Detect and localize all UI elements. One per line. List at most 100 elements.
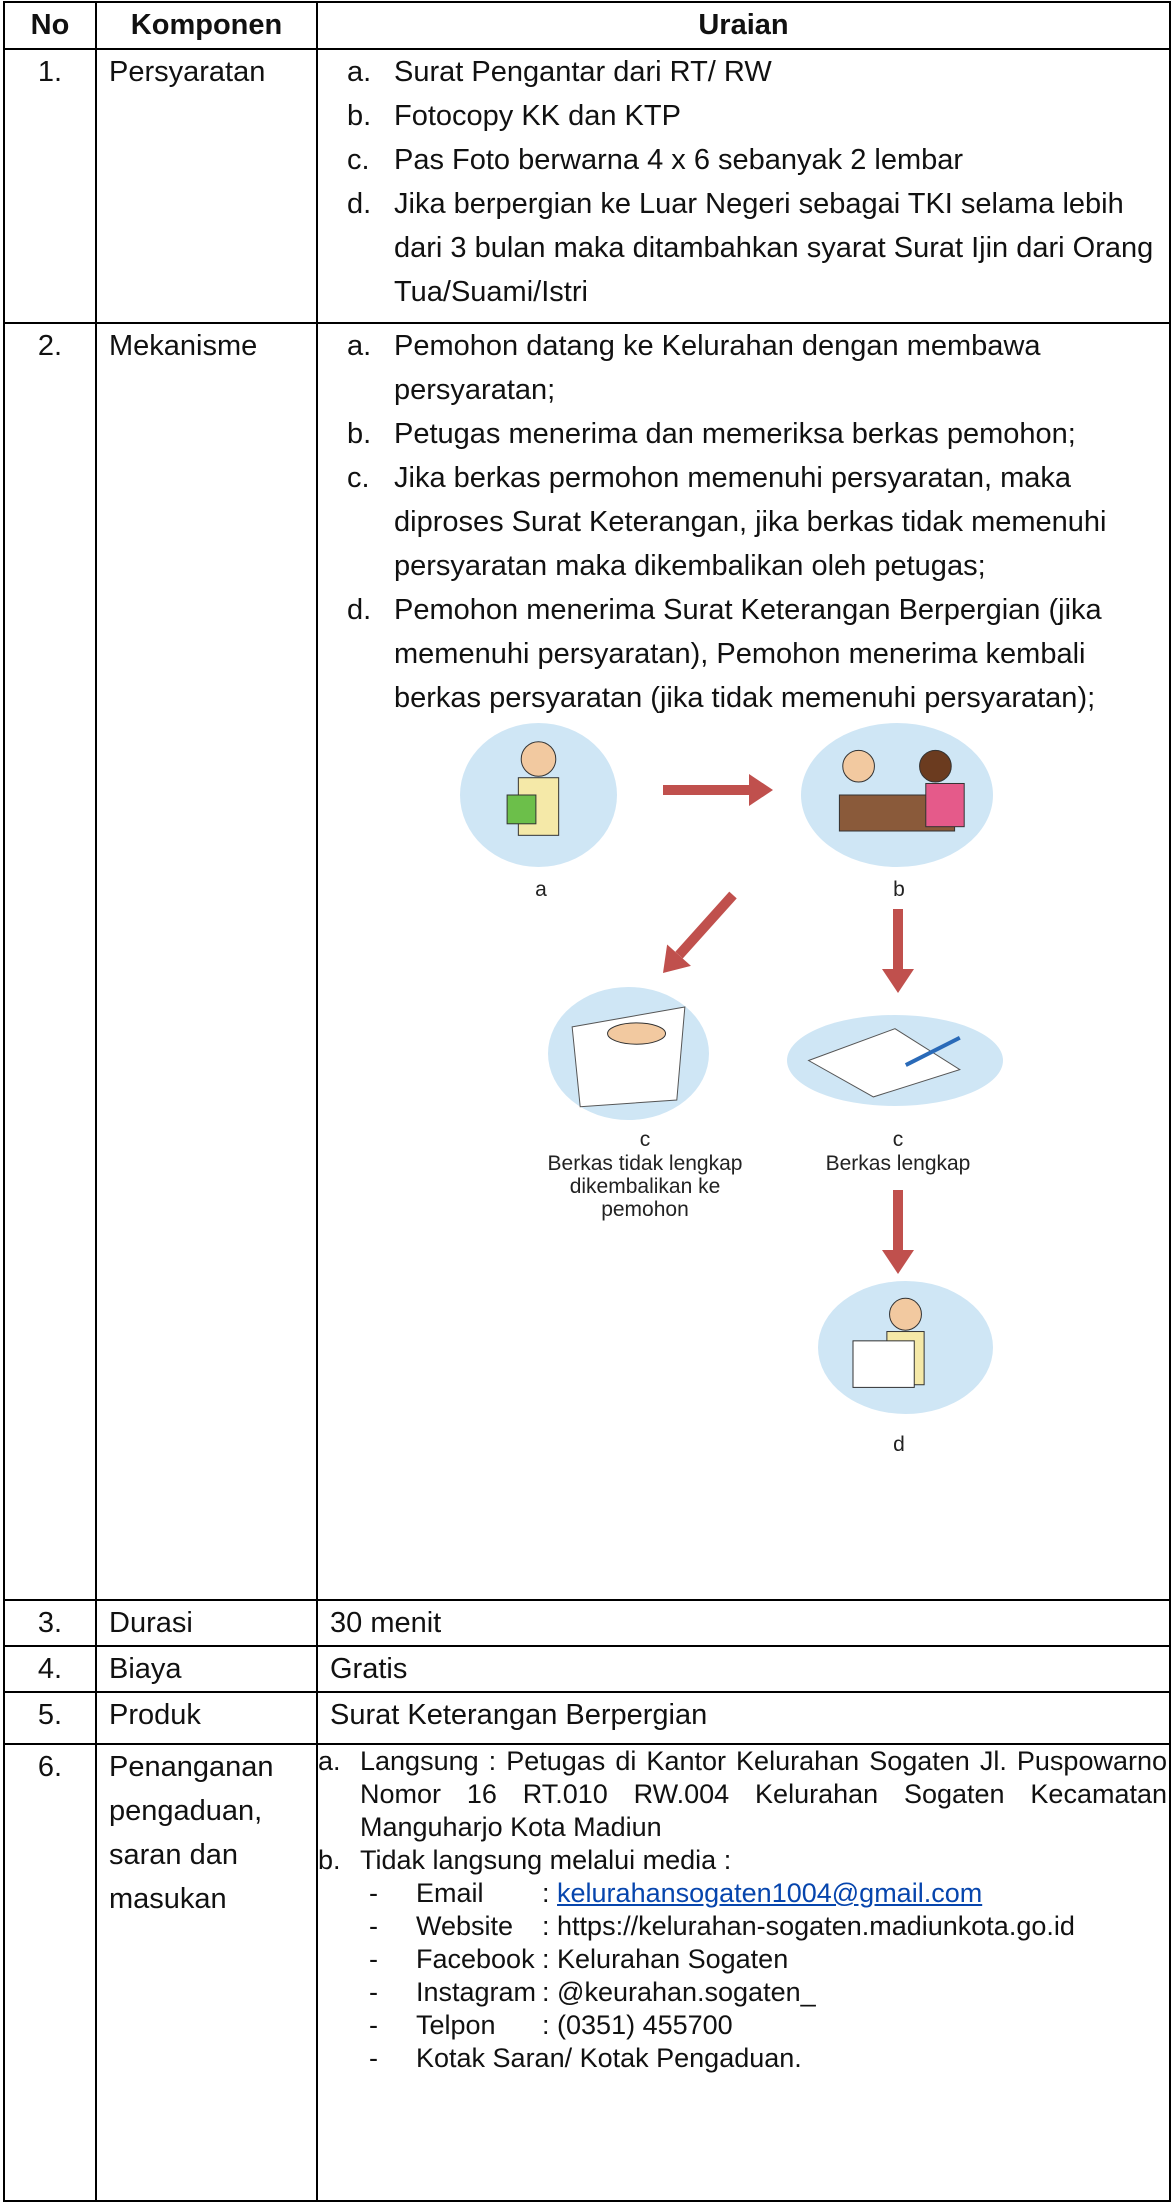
sub-colon: : — [542, 1977, 550, 2007]
component-line: Biaya — [109, 1653, 182, 1685]
sub-marker: - — [369, 2010, 378, 2040]
list-item: c. Jika berkas permohon memenuhi persyara… — [318, 456, 1163, 588]
head — [842, 749, 875, 783]
sub-label: Website — [416, 1911, 514, 1941]
illustration-hand — [548, 987, 709, 1120]
sub-value: (0351) 455700 — [557, 2010, 733, 2040]
illustration-person — [460, 723, 617, 867]
item-text: Pas Foto berwarna 4 x 6 sebanyak 2 lemba… — [394, 144, 964, 176]
arrow-head — [882, 1250, 914, 1274]
item-text: Langsung : Petugas di Kantor Kelurahan S… — [360, 1746, 1167, 1842]
sub-value: https://kelurahan-sogaten.madiunkota.go.… — [557, 1911, 1075, 1941]
component-cell: Produk — [95, 1691, 318, 1745]
description-text: Gratis — [330, 1653, 408, 1685]
header-cell: Uraian — [316, 1, 1171, 50]
list-item: b. Fotocopy KK dan KTP — [347, 94, 1163, 138]
item-text: Fotocopy KK dan KTP — [394, 100, 681, 132]
item-text: Pemohon menerima Surat Keterangan Berper… — [394, 594, 1102, 714]
item-marker: b. — [347, 100, 372, 132]
sub-marker: - — [369, 1911, 378, 1941]
hand — [607, 1022, 667, 1045]
row-number: 4. — [3, 1645, 97, 1693]
sub-item: - Email: kelurahansogaten1004@gmail.com — [369, 1877, 1167, 1910]
pen — [904, 1035, 961, 1067]
flow-diagram: a b c Berkas tidak lengkap dikembalikan ke pe… — [318, 720, 1163, 1480]
sub-item: - Instagram: @keurahan.sogaten_ — [369, 1976, 1167, 2009]
header-row: No Komponen Uraian — [3, 1, 1171, 50]
sub-label: Facebook — [416, 1944, 535, 1974]
diagram-label: Berkas tidak lengkap — [547, 1152, 743, 1175]
diagram-label: d — [893, 1433, 905, 1456]
list-item: d. Jika berpergian ke Luar Negeri sebagai… — [347, 182, 1163, 314]
paper — [852, 1340, 915, 1388]
item-text: Jika berkas permohon memenuhi persyarata… — [394, 462, 1107, 582]
description-cell: Gratis — [316, 1645, 1171, 1693]
sub-item: - Website: https://kelurahan-sogaten.madi… — [369, 1910, 1167, 1943]
description-cell: Surat Keterangan Berpergian — [316, 1691, 1171, 1745]
list-item: d. Pemohon menerima Surat Keterangan Berp… — [318, 588, 1163, 720]
description-cell: a. Langsung : Petugas di Kantor Kelurahan… — [316, 1743, 1171, 2202]
paper — [807, 1028, 961, 1098]
sub-label: Email — [416, 1878, 484, 1908]
row: 6. Penanganan pengaduan, saran dan masukan a.… — [3, 1743, 1171, 2202]
component-line: pengaduan, — [109, 1795, 263, 1827]
sub-colon: : — [542, 1911, 550, 1941]
item-marker: c. — [347, 462, 370, 494]
illustration-desk — [801, 723, 993, 867]
item-text: Surat Pengantar dari RT/ RW — [394, 56, 772, 88]
sub-value: @keurahan.sogaten_ — [557, 1977, 816, 2007]
diagram-graphic — [460, 723, 1003, 1414]
item-marker: a. — [347, 330, 372, 362]
sub-body: Website: https://kelurahan-sogaten.madiu… — [416, 1910, 1075, 1943]
row: 1. Persyaratan a. Surat Pengantar dari RT/ … — [3, 48, 1171, 324]
item-marker: b. — [347, 418, 372, 450]
sub-body: Email: kelurahansogaten1004@gmail.com — [416, 1877, 982, 1910]
arrow-head — [882, 969, 914, 993]
row-number: 6. — [3, 1743, 97, 2202]
folder — [506, 794, 537, 825]
component-line: Persyaratan — [109, 56, 266, 88]
diagram-label: pemohon — [601, 1198, 689, 1221]
header-cell: No — [3, 1, 97, 50]
sub-item: - Facebook: Kelurahan Sogaten — [369, 1943, 1167, 1976]
sub-marker: - — [369, 2043, 378, 2073]
row-number: 2. — [3, 322, 97, 1601]
component-cell: Penanganan pengaduan, saran dan masukan — [95, 1743, 318, 2202]
sub-label: Kotak Saran/ Kotak Pengaduan. — [416, 2043, 802, 2073]
diagram-label: Berkas lengkap — [825, 1152, 971, 1175]
email-link[interactable]: kelurahansogaten1004@gmail.com — [557, 1878, 983, 1908]
illustration-reader — [818, 1281, 993, 1414]
list-item: a. Langsung : Petugas di Kantor Kelurahan… — [318, 1745, 1167, 1844]
item-marker: c. — [347, 144, 370, 176]
sub-item: - Telpon: (0351) 455700 — [369, 2009, 1167, 2042]
list-item: a. Surat Pengantar dari RT/ RW — [347, 50, 1163, 94]
body — [925, 782, 965, 828]
component-line: masukan — [109, 1883, 227, 1915]
component-line: Durasi — [109, 1607, 193, 1639]
arrow-head — [663, 944, 691, 973]
description-text: 30 menit — [330, 1607, 442, 1639]
component-cell: Durasi — [95, 1599, 318, 1647]
item-marker: a. — [318, 1746, 341, 1776]
item-marker: b. — [318, 1845, 341, 1875]
item-marker: a. — [347, 56, 372, 88]
sub-body: Kotak Saran/ Kotak Pengaduan. — [416, 2042, 802, 2075]
head — [919, 749, 952, 783]
sub-marker: - — [369, 1944, 378, 1974]
row: 5. Produk Surat Keterangan Berpergian — [3, 1691, 1171, 1745]
header-cell: Komponen — [95, 1, 318, 50]
sub-value: Kelurahan Sogaten — [557, 1944, 789, 1974]
description-cell: a. Surat Pengantar dari RT/ RW b. Fotocopy … — [316, 48, 1171, 324]
table: No Komponen Uraian 1. Persyaratan a. Surat Pen… — [3, 1, 1171, 2202]
sub-label: Instagram — [416, 1977, 537, 2007]
sub-colon: : — [542, 2010, 550, 2040]
arrow-shaft — [675, 891, 737, 959]
component-line: Penanganan — [109, 1751, 274, 1783]
sub-colon: : — [542, 1944, 550, 1974]
description-text: Surat Keterangan Berpergian — [330, 1699, 708, 1731]
component-line: Mekanisme — [109, 330, 258, 362]
list-item: c. Pas Foto berwarna 4 x 6 sebanyak 2 lem… — [347, 138, 1163, 182]
list-item: a. Pemohon datang ke Kelurahan dengan mem… — [318, 324, 1163, 412]
diagram-label: b — [893, 878, 905, 901]
